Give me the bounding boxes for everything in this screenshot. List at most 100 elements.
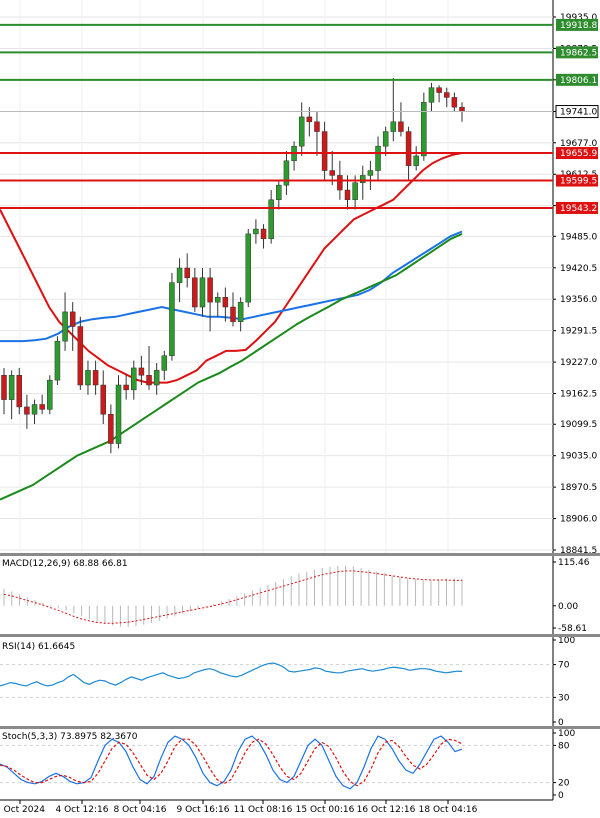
time-tick-label: 18 Oct 04:16 [419,805,478,815]
candle-body [268,199,274,240]
level-label-box [556,73,598,86]
candle-body [85,370,91,386]
panel-separator [0,726,600,729]
time-tick-label: 16 Oct 12:16 [357,805,416,815]
time-tick-label: 9 Oct 16:16 [177,805,230,815]
candle-body [123,384,129,391]
candle-body [214,297,221,303]
candle-body [390,121,397,132]
price-tick-label: 19162.5 [560,390,597,400]
candle-body [131,367,137,391]
candle-body [413,155,419,166]
moving-average-line [0,232,463,501]
current-price-label: 19741.0 [560,108,597,118]
stoch-line [0,735,463,790]
macd-title: MACD(12,26,9) 68.88 66.81 [2,559,128,569]
price-tick-label: 18906.0 [560,515,597,525]
candle-body [192,277,198,308]
candle-body [344,189,351,201]
candle-body [451,97,458,108]
candle-body [199,277,206,308]
candle-body [276,184,282,201]
level-label: 19862.5 [560,48,597,58]
candle-body [337,175,343,191]
candle-body [115,384,122,444]
rsi-title: RSI(14) 61.6645 [2,642,75,652]
candle-body [352,182,358,201]
candle-body [245,233,252,303]
candle-body [405,131,412,166]
price-tick-label: 18970.5 [560,483,597,493]
level-label: 19806.1 [560,76,597,86]
candle-body [398,121,404,132]
candle-body [443,92,450,98]
stoch-tick-label: 80 [558,741,570,751]
rsi-tick-label: 100 [558,636,575,646]
candle-body [100,384,106,415]
macd-signal-line [3,570,462,624]
price-plot-area [0,0,553,554]
stoch-tick-label: 100 [558,729,575,739]
candle-body [375,145,381,171]
price-tick-label: 19227.0 [560,358,597,368]
time-tick-label: 11 Oct 08:16 [234,805,293,815]
rsi-tick-label: 30 [558,693,570,703]
macd-tick-label: 0.00 [558,602,578,612]
candle-body [360,175,366,183]
candle-body [367,170,374,176]
level-label: 19599.5 [560,177,597,187]
candle-body [306,116,313,123]
candle-body [92,370,99,386]
candle-body [108,414,114,444]
candle-body [153,370,160,386]
candle-body [321,131,328,171]
rsi-tick-label: 70 [558,661,570,671]
stoch-panel: Stoch(5,3,3) 73.8975 82.3670 100 80 20 0 [0,729,575,801]
rsi-line [0,662,463,687]
candle-body [39,404,45,410]
level-label: 19543.2 [560,204,597,214]
candle-body [298,116,305,147]
stoch-tick-label: 0 [558,791,564,801]
candle-body [54,340,61,381]
price-tick-label: 19291.5 [560,327,597,337]
candle-body [77,326,84,386]
panel-separator [0,634,600,637]
candle-body [260,228,267,240]
price-tick-label: 19420.5 [560,264,597,274]
price-tick-label: 19677.0 [560,139,597,149]
candle-body [8,375,15,400]
price-tick-label: 19485.0 [560,232,597,242]
candle-body [421,102,427,157]
candle-body [436,87,442,93]
level-label: 19918.8 [560,21,597,31]
candle-body [459,106,465,112]
time-tick-label: 8 Oct 04:16 [114,805,167,815]
candle-body [69,311,76,327]
candle-body [138,367,145,376]
candle-body [47,379,53,410]
candle-body [62,311,68,342]
price-panel: 19935.019870.519806.119741.019677.019612… [0,0,599,556]
candle-body [161,355,168,371]
candle-body [207,277,213,303]
rsi-tick-label: 0 [558,718,564,728]
time-tick-label: 15 Oct 00:16 [296,805,355,815]
candle-body [31,404,38,415]
moving-average-line [0,152,463,384]
rsi-panel: RSI(14) 61.6645 100 70 30 0 [0,636,575,728]
time-tick-label: 3 Oct 2024 [0,805,45,815]
candle-body [428,87,435,103]
candle-body [24,406,30,415]
stoch-tick-label: 20 [558,779,570,789]
macd-tick-label: -58.61 [558,624,587,634]
candle-body [382,131,389,147]
time-tick-label: 4 Oct 12:16 [56,805,109,815]
candle-body [237,301,244,322]
panel-separator [0,553,600,556]
current-price-box [555,105,599,119]
candle-body [329,170,335,176]
time-axis: 3 Oct 2024 4 Oct 12:16 8 Oct 04:16 9 Oct 16… [0,799,553,815]
candle-body [283,160,290,186]
candle-body [1,375,7,400]
